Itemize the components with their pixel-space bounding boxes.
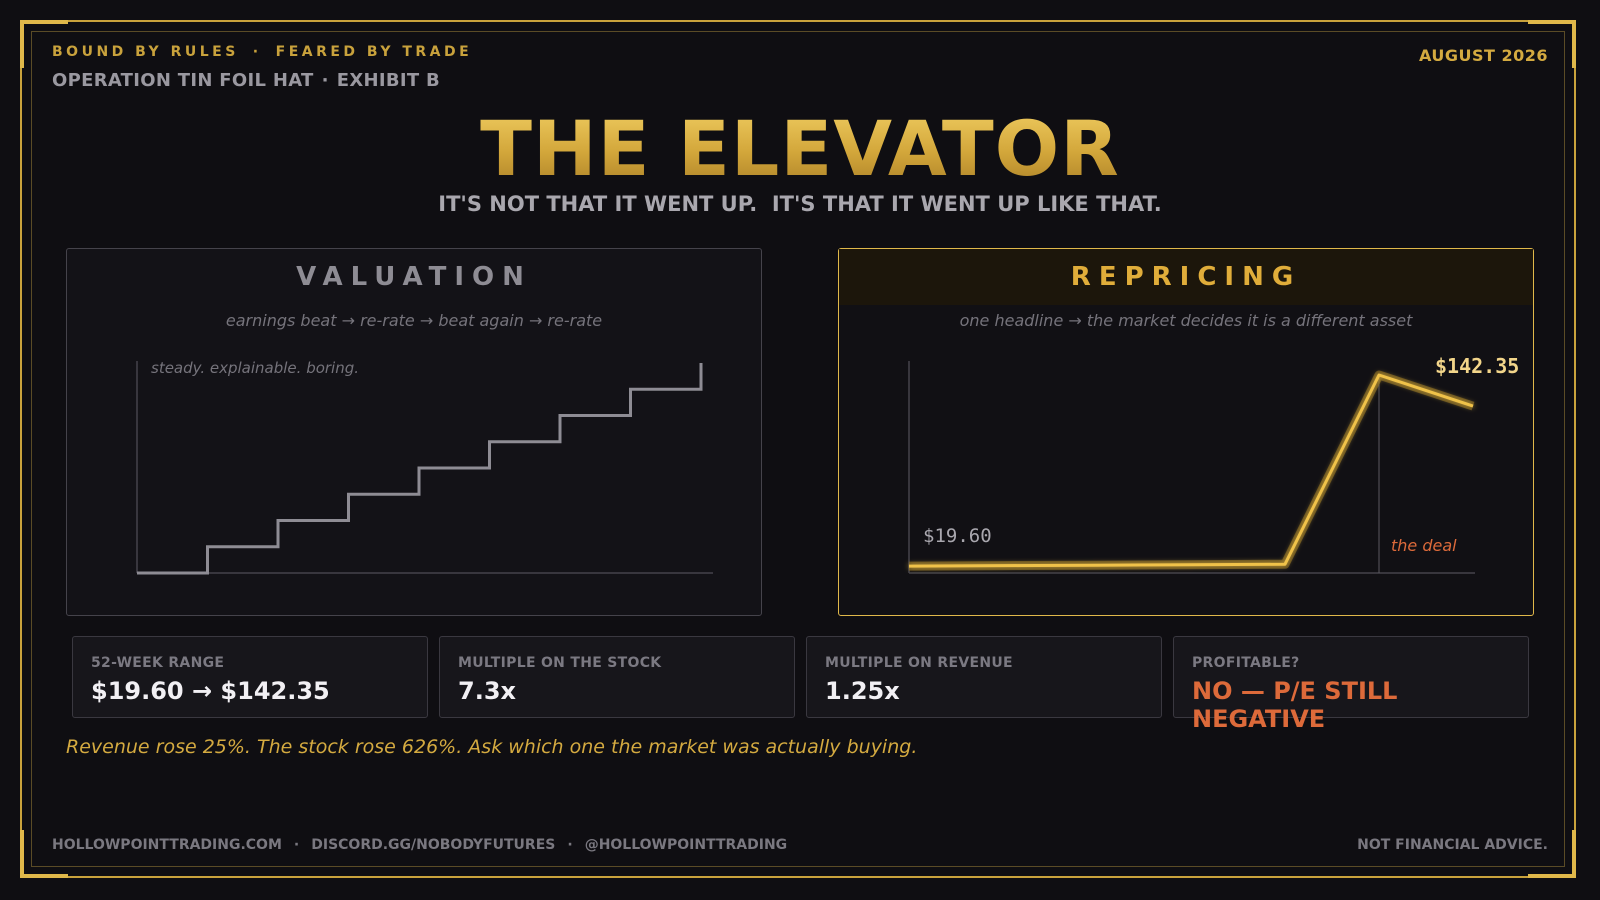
stat-value: 1.25x [825,677,900,705]
inner-frame [31,31,1565,867]
stat-value: $19.60 → $142.35 [91,677,330,705]
valuation-panel: VALUATION earnings beat → re-rate → beat… [66,248,762,616]
stat-card-range: 52-WEEK RANGE $19.60 → $142.35 [72,636,428,718]
page-subtitle: IT'S NOT THAT IT WENT UP. IT'S THAT IT W… [438,192,1162,216]
valuation-step-line [137,363,703,575]
stat-card-stock-multiple: MULTIPLE ON THE STOCK 7.3x [439,636,795,718]
valuation-chart-caption: steady. explainable. boring. [151,359,359,377]
valuation-note: earnings beat → re-rate → beat again → r… [225,311,603,330]
outer-frame [20,20,1576,878]
valuation-heading: VALUATION [296,262,532,292]
date-label: AUGUST 2026 [1418,46,1548,65]
social-handle-link[interactable]: @HOLLOWPOINTTRADING [584,837,788,853]
price-line [908,373,1474,568]
valuation-chart: steady. explainable. boring. [136,359,713,575]
stat-card-profitable: PROFITABLE? NO — P/E STILL NEGATIVE [1173,636,1529,733]
page-title: THE ELEVATOR [0,104,1600,193]
repricing-panel: REPRICING one headline → the market deci… [838,248,1534,616]
disclaimer: NOT FINANCIAL ADVICE. [1357,837,1548,853]
start-price-label: $19.60 [923,525,992,547]
stat-card-revenue-multiple: MULTIPLE ON REVENUE 1.25x [806,636,1162,718]
tagline-right: FEARED BY TRADE [275,44,473,60]
exhibit-label: EXHIBIT B [336,70,441,91]
operation-separator: · [321,70,329,91]
price-line-glow [908,370,1475,571]
site-link[interactable]: HOLLOWPOINTTRADING.COM [52,837,282,853]
corner-ornament [20,830,68,878]
footer-links: HOLLOWPOINTTRADING.COM · DISCORD.GG/NOBODY… [52,837,787,853]
stat-value: 7.3x [458,677,516,705]
event-label: the deal [1391,536,1457,555]
peak-price-label: $142.35 [1435,354,1519,378]
operation-name: OPERATION TIN FOIL HAT [52,70,314,91]
stat-label: MULTIPLE ON REVENUE [825,655,1013,671]
corner-ornament [1528,830,1576,878]
tagline-left: BOUND BY RULES [52,44,239,60]
corner-ornament [20,20,68,68]
stat-value: NO — P/E STILL NEGATIVE [1192,677,1398,733]
discord-link[interactable]: DISCORD.GG/NOBODYFUTURES [311,837,556,853]
corner-ornament [1528,20,1576,68]
footer-separator: · [567,837,573,853]
repricing-note: one headline → the market decides it is … [959,311,1413,330]
footer-separator: · [293,837,300,853]
tagline-separator: · [252,44,262,60]
stat-label: PROFITABLE? [1192,655,1300,671]
repricing-heading: REPRICING [839,249,1533,305]
repricing-chart: $19.60 $142.35 the deal [908,354,1519,574]
closing-quote: Revenue rose 25%. The stock rose 626%. A… [66,736,918,758]
stat-label: 52-WEEK RANGE [91,655,225,671]
stat-label: MULTIPLE ON THE STOCK [458,655,662,671]
operation-label: OPERATION TIN FOIL HAT · EXHIBIT B [52,70,440,91]
brand-tagline: BOUND BY RULES · FEARED BY TRADE [52,44,472,60]
